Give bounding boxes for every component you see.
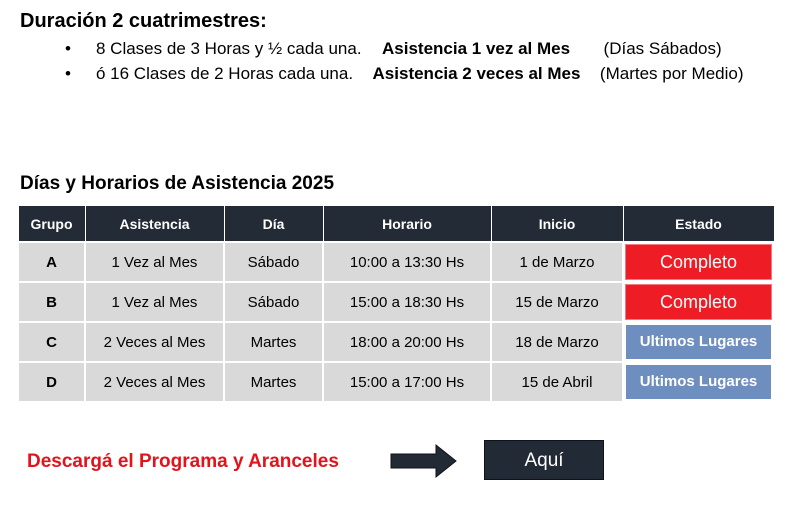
group-cell: B <box>17 281 86 323</box>
download-here-button[interactable]: Aquí <box>484 440 604 480</box>
table-row: D 2 Veces al Mes Martes 15:00 a 17:00 Hs… <box>17 361 775 403</box>
table-header-row: Grupo Asistencia Día Horario Inicio Esta… <box>17 205 775 243</box>
schedule-table: Grupo Asistencia Día Horario Inicio Esta… <box>17 205 775 403</box>
status-cell: Completo <box>622 241 775 283</box>
status-cell: Ultimos Lugares <box>622 321 775 363</box>
column-header-day: Día <box>223 205 324 243</box>
duration-title: Duración 2 cuatrimestres: <box>20 10 267 32</box>
option-note: (Martes por Medio) <box>599 64 744 83</box>
group-cell: A <box>17 241 86 283</box>
column-header-status: Estado <box>622 205 775 243</box>
table-row: C 2 Veces al Mes Martes 18:00 a 20:00 Hs… <box>17 321 775 363</box>
table-row: A 1 Vez al Mes Sábado 10:00 a 13:30 Hs 1… <box>17 241 775 283</box>
group-cell: D <box>17 361 86 403</box>
bullet-icon: • <box>65 39 71 58</box>
duration-options: • 8 Clases de 3 Horas y ½ cada una. Asis… <box>65 39 744 89</box>
column-header-group: Grupo <box>17 205 86 243</box>
status-badge: Ultimos Lugares <box>626 365 771 399</box>
arrow-right-icon <box>390 443 457 479</box>
attendance-cell: 2 Veces al Mes <box>84 321 225 363</box>
time-cell: 15:00 a 18:30 Hs <box>322 281 492 323</box>
attendance-cell: 1 Vez al Mes <box>84 241 225 283</box>
status-badge: Ultimos Lugares <box>626 325 771 359</box>
status-cell: Ultimos Lugares <box>622 361 775 403</box>
start-cell: 15 de Abril <box>490 361 624 403</box>
duration-option-biweekly: • ó 16 Clases de 2 Horas cada una. Asist… <box>65 64 744 89</box>
day-cell: Martes <box>223 321 324 363</box>
day-cell: Sábado <box>223 281 324 323</box>
start-cell: 18 de Marzo <box>490 321 624 363</box>
attendance-cell: 1 Vez al Mes <box>84 281 225 323</box>
start-cell: 15 de Marzo <box>490 281 624 323</box>
download-program-link[interactable]: Descargá el Programa y Aranceles <box>27 451 339 472</box>
status-badge: Completo <box>626 245 771 279</box>
column-header-time: Horario <box>322 205 492 243</box>
time-cell: 10:00 a 13:30 Hs <box>322 241 492 283</box>
bullet-icon: • <box>65 64 71 83</box>
status-cell: Completo <box>622 281 775 323</box>
option-text: 8 Clases de 3 Horas y ½ cada una. <box>96 39 362 58</box>
time-cell: 18:00 a 20:00 Hs <box>322 321 492 363</box>
duration-option-monthly: • 8 Clases de 3 Horas y ½ cada una. Asis… <box>65 39 744 64</box>
option-note: (Días Sábados) <box>603 39 722 58</box>
start-cell: 1 de Marzo <box>490 241 624 283</box>
day-cell: Martes <box>223 361 324 403</box>
column-header-attendance: Asistencia <box>84 205 225 243</box>
option-emphasis: Asistencia 2 veces al Mes <box>372 64 581 83</box>
column-header-start: Inicio <box>490 205 624 243</box>
table-row: B 1 Vez al Mes Sábado 15:00 a 18:30 Hs 1… <box>17 281 775 323</box>
time-cell: 15:00 a 17:00 Hs <box>322 361 492 403</box>
attendance-cell: 2 Veces al Mes <box>84 361 225 403</box>
day-cell: Sábado <box>223 241 324 283</box>
status-badge: Completo <box>626 285 771 319</box>
option-text: ó 16 Clases de 2 Horas cada una. <box>96 64 354 83</box>
schedule-title: Días y Horarios de Asistencia 2025 <box>20 173 335 194</box>
group-cell: C <box>17 321 86 363</box>
option-emphasis: Asistencia 1 vez al Mes <box>382 39 571 58</box>
